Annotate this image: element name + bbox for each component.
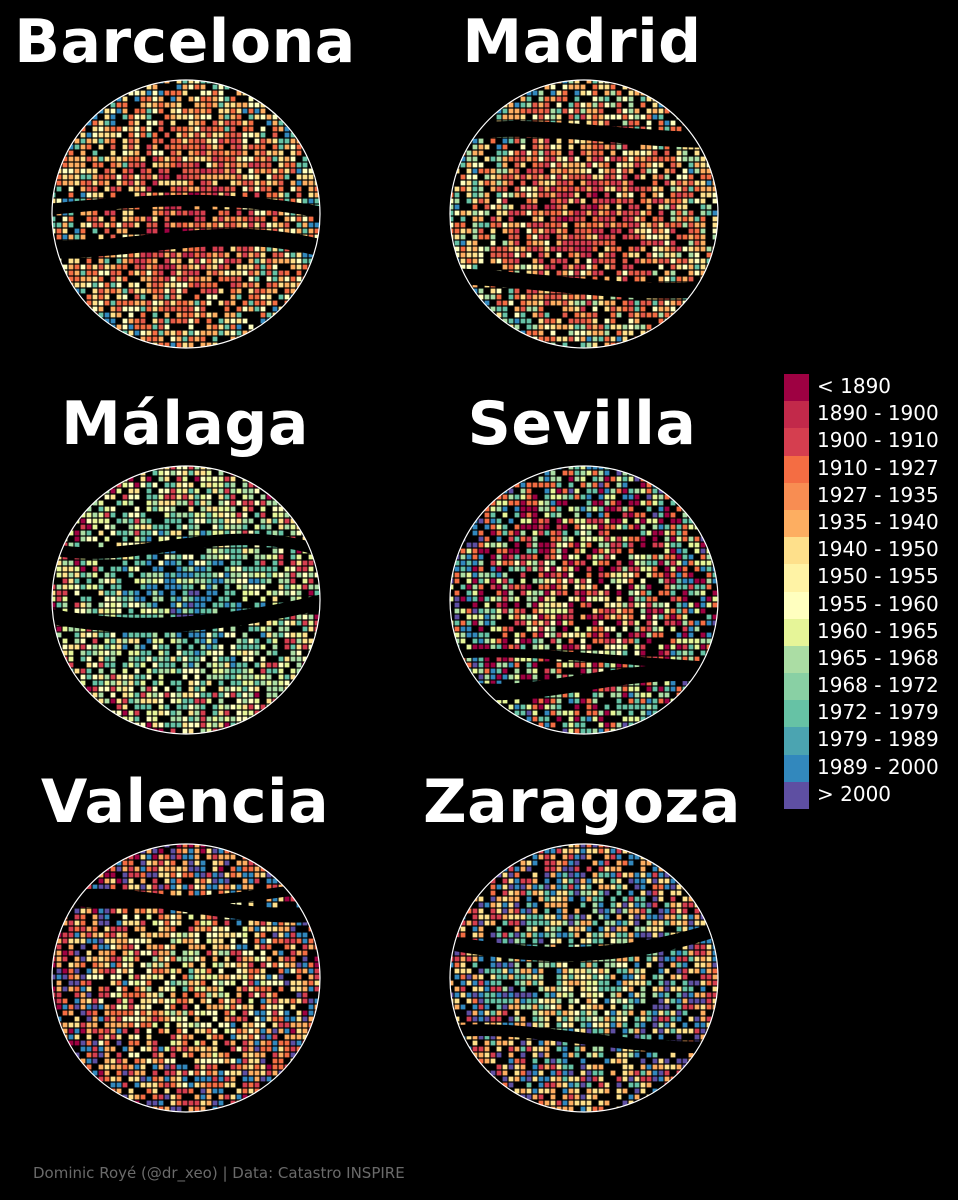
city-title-barcelona: Barcelona	[14, 7, 356, 77]
legend-swatch	[784, 727, 809, 755]
city-map-svg	[449, 79, 719, 349]
city-title-zaragoza: Zaragoza	[423, 767, 741, 837]
legend-swatch	[784, 401, 809, 429]
map-circle-outline	[449, 79, 719, 349]
legend-swatch	[784, 591, 809, 619]
legend-label: 1927 - 1935	[817, 482, 939, 507]
map-circle-outline	[51, 79, 321, 349]
legend-label: > 2000	[817, 781, 892, 806]
city-title-sevilla: Sevilla	[467, 389, 697, 459]
legend-label: 1955 - 1960	[817, 591, 939, 616]
legend-label: 1950 - 1955	[817, 564, 939, 589]
legend-label: 1979 - 1989	[817, 727, 939, 752]
legend-label: 1900 - 1910	[817, 428, 939, 453]
city-map-svg	[51, 79, 321, 349]
legend-swatch	[784, 781, 809, 809]
map-zaragoza	[448, 842, 720, 1114]
city-map-svg	[449, 465, 719, 735]
city-map-svg	[51, 843, 321, 1113]
legend-label: 1989 - 2000	[817, 754, 939, 779]
city-title-madrid: Madrid	[462, 7, 702, 77]
legend-swatch	[784, 618, 809, 646]
city-map-svg	[51, 465, 321, 735]
map-circle-outline	[51, 843, 321, 1113]
map-sevilla	[448, 464, 720, 736]
map-circle-outline	[449, 843, 719, 1113]
map-valencia	[50, 842, 322, 1114]
legend-swatch	[784, 428, 809, 456]
legend-swatch	[784, 509, 809, 538]
legend-label: 1972 - 1979	[817, 700, 939, 725]
map-circle-outline	[449, 465, 719, 735]
legend-swatch	[784, 455, 809, 483]
legend-swatch	[784, 482, 809, 510]
legend-label: 1910 - 1927	[817, 455, 939, 480]
city-title-valencia: Valencia	[40, 767, 330, 837]
map-circle-outline	[51, 465, 321, 735]
legend-label: 1940 - 1950	[817, 537, 939, 562]
legend-swatch	[784, 564, 809, 592]
legend-swatch	[784, 700, 809, 728]
legend-label: 1935 - 1940	[817, 509, 939, 534]
legend-swatch	[784, 374, 809, 402]
legend-swatch	[784, 754, 809, 782]
city-map-svg	[449, 843, 719, 1113]
city-title-malaga: Málaga	[61, 389, 309, 459]
legend-label: 1960 - 1965	[817, 618, 939, 643]
map-malaga	[50, 464, 322, 736]
legend-label: 1968 - 1972	[817, 673, 939, 698]
legend-label: < 1890	[817, 374, 892, 398]
legend-label: 1890 - 1900	[817, 401, 939, 426]
legend-swatch	[784, 673, 809, 701]
legend-swatch	[784, 537, 809, 565]
credit-text: Dominic Royé (@dr_xeo) | Data: Catastro …	[33, 1164, 405, 1182]
legend-swatch	[784, 645, 809, 674]
map-madrid	[448, 78, 720, 350]
map-barcelona	[50, 78, 322, 350]
legend-label: 1965 - 1968	[817, 645, 939, 670]
